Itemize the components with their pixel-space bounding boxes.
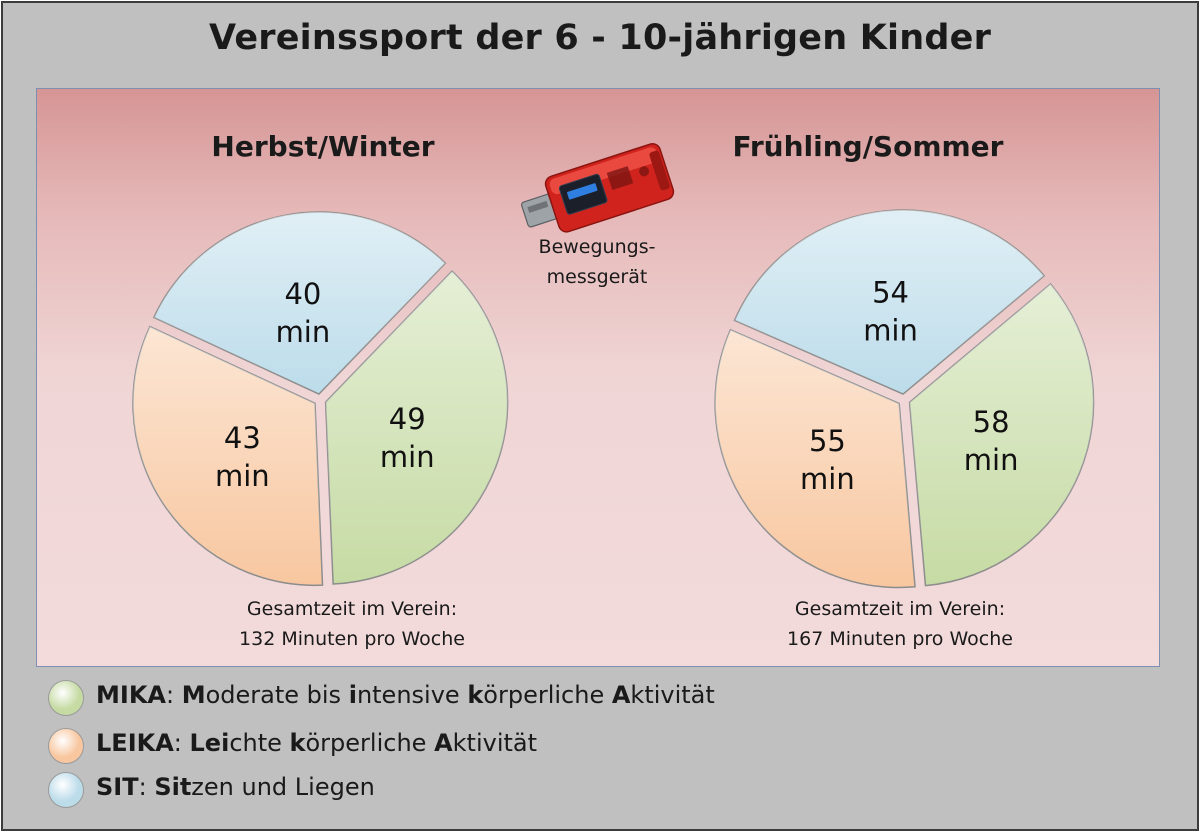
pie-slice-shine-fruehling-sommer-sit <box>734 210 1045 395</box>
legend-text-leika-part: ktivität <box>452 729 538 757</box>
pie-unit-fruehling-sommer-leika: min <box>800 462 855 496</box>
usb-accelerometer-icon <box>521 143 675 233</box>
pie-slice-shine-fruehling-sommer-leika <box>715 329 916 588</box>
pie-slice-shine-fruehling-sommer-mika <box>909 284 1094 586</box>
pie-unit-herbst-winter-leika: min <box>215 459 270 493</box>
pie-unit-fruehling-sommer-mika: min <box>964 443 1019 477</box>
device-caption-line2: messgerät <box>546 266 648 288</box>
legend-text-sit-part: : <box>138 773 155 801</box>
pie-value-fruehling-sommer-mika: 58 <box>973 405 1010 439</box>
legend-text-sit-part: Sit <box>154 773 192 801</box>
legend-text-mika-part: ktivität <box>630 681 715 709</box>
legend-text-leika-part: A <box>434 729 453 757</box>
legend-text-mika-part: MIKA <box>96 681 166 709</box>
legend-text-mika-part: oderate bis <box>205 681 349 709</box>
legend-swatch-sit <box>48 772 84 808</box>
legend-text-leika-part: Lei <box>189 729 230 757</box>
legend-item-sit: SIT: Sitzen und Liegen <box>48 768 808 808</box>
legend-text-sit-part: SIT <box>96 773 139 801</box>
total-herbst-winter-line2: 132 Minuten pro Woche <box>239 628 465 650</box>
pie-unit-herbst-winter-sit: min <box>276 315 331 349</box>
legend-text-mika: MIKA: Moderate bis intensive körperliche… <box>96 681 715 709</box>
device-caption-line1: Bewegungs- <box>538 236 656 258</box>
pie-slice-shine-herbst-winter-mika <box>325 271 508 584</box>
pie-slice-shine-herbst-winter-sit <box>153 212 446 395</box>
total-herbst-winter: Gesamtzeit im Verein: 132 Minuten pro Wo… <box>172 594 532 654</box>
legend-text-mika-part: k <box>467 681 484 709</box>
figure-title: Vereinssport der 6 - 10-jährigen Kinder <box>208 18 992 58</box>
pie-unit-herbst-winter-mika: min <box>380 440 435 474</box>
legend-text-leika-part: örperliche <box>305 729 435 757</box>
legend-text-leika: LEIKA: Leichte körperliche Aktivität <box>96 729 537 757</box>
legend-text-mika-part: : <box>165 681 182 709</box>
total-fruehling-sommer-line2: 167 Minuten pro Woche <box>787 628 1013 650</box>
total-herbst-winter-line1: Gesamtzeit im Verein: <box>246 598 458 620</box>
pie-slice-shine-herbst-winter-leika <box>133 326 323 586</box>
legend-swatch-leika <box>48 728 84 764</box>
legend-text-mika-part: ntensive <box>356 681 468 709</box>
legend-text-mika-part: örperliche <box>483 681 612 709</box>
legend-text-mika-part: M <box>181 681 206 709</box>
legend-item-mika: MIKA: Moderate bis intensive körperliche… <box>48 676 808 716</box>
chart-title-herbst-winter: Herbst/Winter <box>211 130 435 163</box>
total-fruehling-sommer: Gesamtzeit im Verein: 167 Minuten pro Wo… <box>720 594 1080 654</box>
pie-unit-fruehling-sommer-sit: min <box>863 314 918 348</box>
device-caption: Bewegungs- messgerät <box>497 232 697 292</box>
legend-text-leika-part: k <box>289 729 306 757</box>
legend-text-sit-part: zen und Liegen <box>191 773 375 801</box>
legend-text-sit: SIT: Sitzen und Liegen <box>96 773 375 801</box>
pie-value-herbst-winter-sit: 40 <box>284 277 321 311</box>
legend-text-leika-part: : <box>173 729 190 757</box>
legend-swatch-mika <box>48 680 84 716</box>
legend-text-leika-part: LEIKA <box>96 729 174 757</box>
legend-item-leika: LEIKA: Leichte körperliche Aktivität <box>48 724 808 764</box>
legend-text-mika-part: i <box>348 681 357 709</box>
pie-value-fruehling-sommer-leika: 55 <box>809 424 846 458</box>
pie-value-herbst-winter-mika: 49 <box>389 402 426 436</box>
pie-value-herbst-winter-leika: 43 <box>224 421 261 455</box>
total-fruehling-sommer-line1: Gesamtzeit im Verein: <box>794 598 1006 620</box>
chart-title-fruehling-sommer: Frühling/Sommer <box>732 130 1004 163</box>
legend-text-mika-part: A <box>611 681 631 709</box>
legend-text-leika-part: chte <box>229 729 290 757</box>
pie-value-fruehling-sommer-sit: 54 <box>872 276 909 310</box>
